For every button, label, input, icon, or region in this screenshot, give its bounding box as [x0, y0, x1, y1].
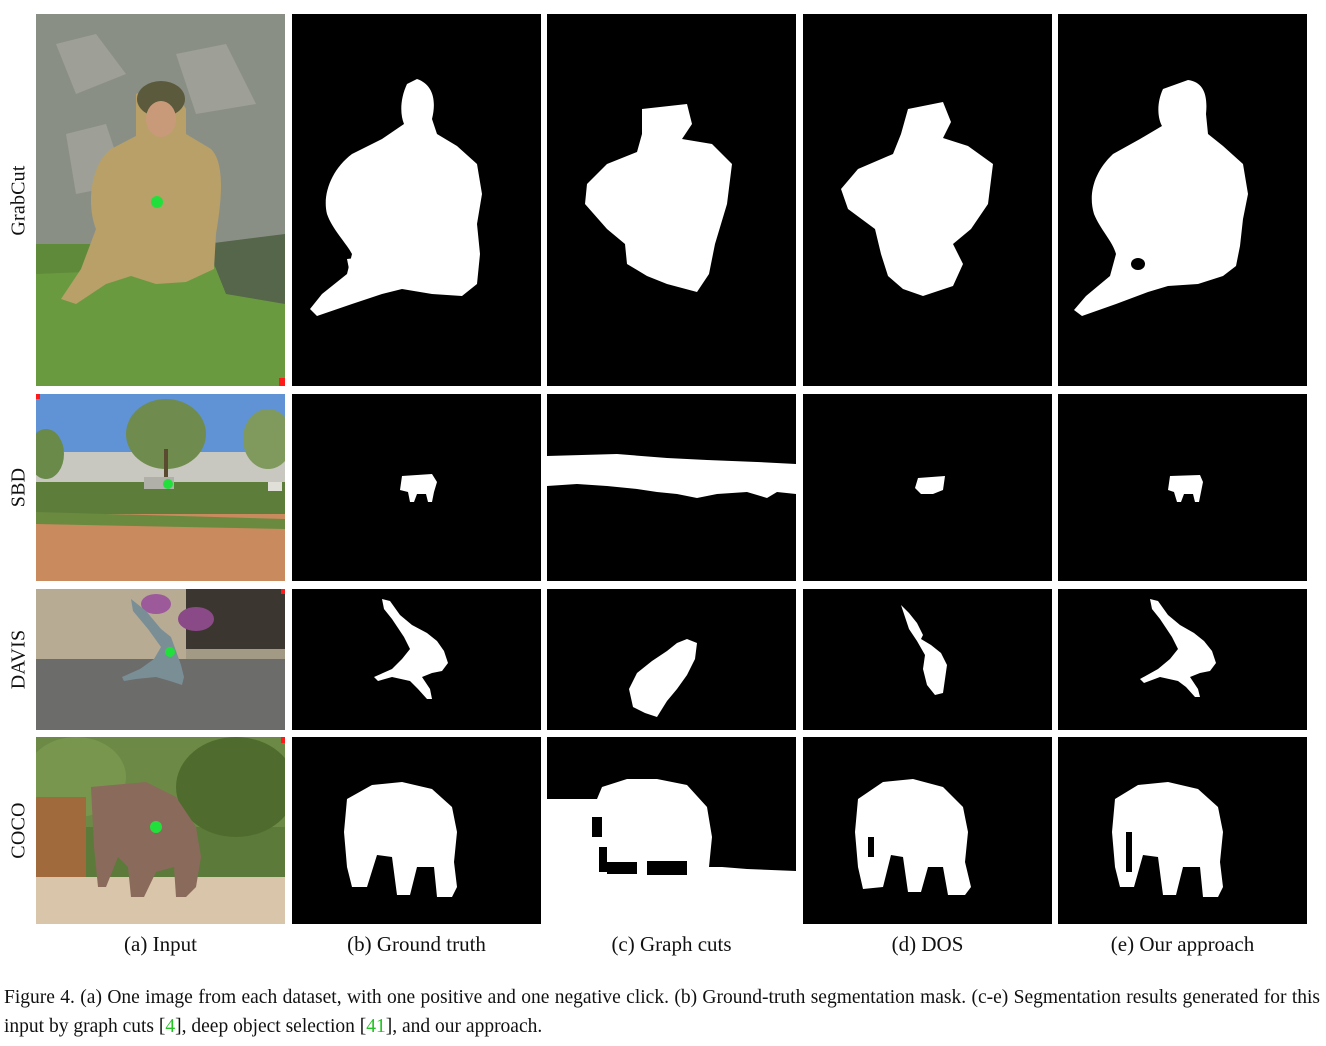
- input-image-grabcut: [36, 14, 285, 386]
- mask-ground-truth-sbd: [292, 394, 541, 581]
- mask-dos-coco: [803, 737, 1052, 924]
- citation-link[interactable]: 41: [366, 1016, 386, 1037]
- mask-our-approach-sbd: [1058, 394, 1307, 581]
- mask-graph-cuts-coco: [547, 737, 796, 924]
- citation-link[interactable]: 4: [165, 1016, 176, 1037]
- mask-our-approach-davis: [1058, 589, 1307, 730]
- negative-click-marker: [279, 378, 285, 386]
- positive-click-marker: [165, 647, 175, 657]
- column-label-our-approach: (e) Our approach: [1110, 932, 1255, 956]
- mask-dos-grabcut: [803, 14, 1052, 386]
- negative-click-marker: [36, 394, 40, 399]
- mask-our-approach-grabcut: [1058, 14, 1307, 386]
- mask-ground-truth-coco: [292, 737, 541, 924]
- mask-ground-truth-davis: [292, 589, 541, 730]
- column-label-ground-truth: (b) Ground truth: [347, 932, 486, 956]
- column-label-dos: (d) DOS: [891, 932, 964, 956]
- positive-click-marker: [151, 196, 163, 208]
- row-label-davis: DAVIS: [7, 629, 30, 690]
- figure-caption: Figure 4. (a) One image from each datase…: [4, 987, 1320, 1037]
- column-label-graph-cuts: (c) Graph cuts: [611, 932, 732, 956]
- mask-ground-truth-grabcut: [292, 14, 541, 386]
- input-image-sbd: [36, 394, 285, 581]
- mask-dos-davis: [803, 589, 1052, 730]
- mask-graph-cuts-grabcut: [547, 14, 796, 386]
- row-label-sbd: SBD: [7, 467, 30, 508]
- column-label-input: (a) Input: [124, 932, 197, 956]
- negative-click-marker: [281, 589, 285, 594]
- mask-graph-cuts-sbd: [547, 394, 796, 581]
- positive-click-marker: [163, 479, 173, 489]
- row-label-coco: COCO: [7, 802, 30, 859]
- negative-click-marker: [281, 737, 285, 743]
- row-label-grabcut: GrabCut: [7, 164, 30, 236]
- input-image-davis: [36, 589, 285, 730]
- mask-our-approach-coco: [1058, 737, 1307, 924]
- input-image-coco: [36, 737, 285, 924]
- positive-click-marker: [150, 821, 162, 833]
- mask-dos-sbd: [803, 394, 1052, 581]
- mask-graph-cuts-davis: [547, 589, 796, 730]
